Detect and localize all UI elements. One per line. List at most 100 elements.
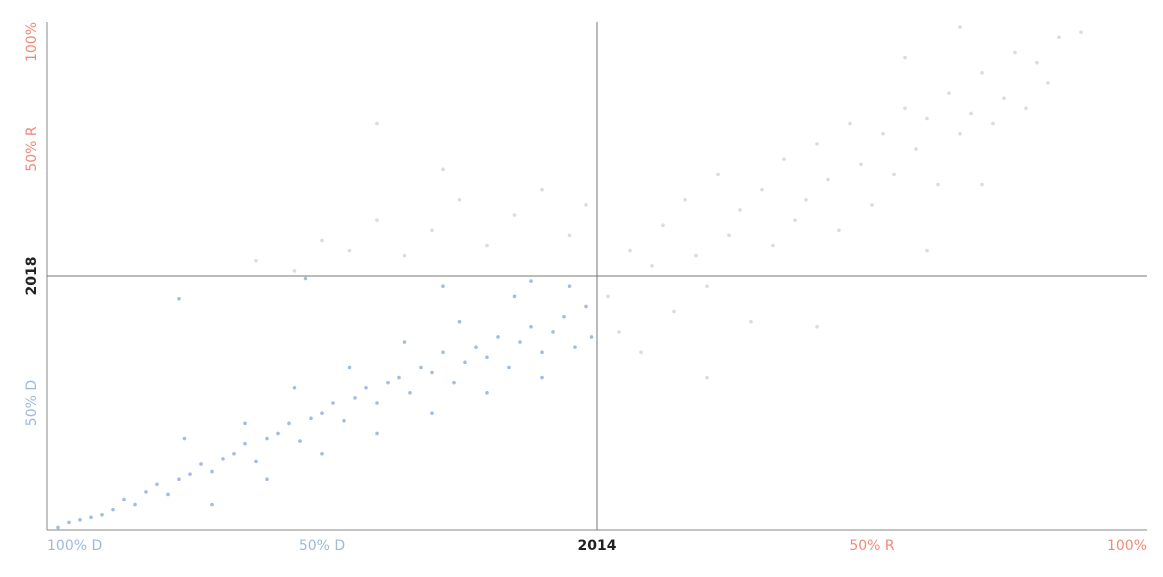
point: [67, 520, 71, 525]
point: [567, 233, 572, 238]
point: [402, 340, 407, 344]
point: [100, 512, 104, 517]
point: [512, 213, 517, 217]
point: [947, 91, 951, 95]
point: [540, 350, 544, 355]
point: [639, 350, 643, 355]
point: [848, 121, 852, 126]
point: [892, 172, 896, 177]
point: [397, 375, 401, 380]
point: [243, 421, 247, 426]
point: [837, 228, 841, 233]
y-tick-label: 100%: [24, 22, 40, 62]
point: [650, 264, 654, 268]
point: [210, 469, 214, 474]
point: [375, 218, 379, 222]
point: [749, 319, 753, 324]
point: [430, 228, 434, 233]
point: [573, 345, 577, 349]
point: [589, 335, 594, 339]
point: [760, 187, 764, 192]
point: [936, 182, 940, 187]
point: [485, 243, 489, 248]
point: [144, 490, 148, 494]
point: [540, 375, 544, 380]
point: [716, 172, 720, 177]
point: [353, 396, 357, 400]
point: [375, 121, 379, 126]
point: [265, 436, 269, 441]
point: [292, 269, 297, 273]
point: [507, 365, 511, 370]
point: [166, 492, 170, 497]
point: [78, 518, 82, 522]
point: [402, 253, 407, 258]
point: [980, 71, 984, 75]
point: [419, 365, 423, 370]
point: [738, 208, 742, 212]
point: [1046, 81, 1050, 85]
point: [771, 243, 775, 248]
point: [364, 385, 368, 390]
point: [89, 515, 93, 520]
point: [441, 167, 445, 172]
point: [793, 218, 797, 222]
point: [826, 177, 830, 182]
point: [1035, 60, 1039, 65]
y-tick-label: 50% R: [24, 126, 40, 172]
point: [408, 391, 412, 395]
point: [347, 365, 352, 370]
x-tick-label: 50% R: [849, 538, 895, 554]
point: [375, 431, 379, 436]
point: [1057, 35, 1061, 40]
point: [815, 142, 819, 146]
point: [661, 223, 665, 227]
point: [182, 436, 187, 441]
point: [122, 497, 126, 502]
point: [991, 121, 995, 126]
point: [804, 198, 808, 202]
point: [672, 309, 676, 314]
point: [694, 253, 698, 258]
point: [210, 502, 214, 507]
point: [452, 380, 456, 385]
point: [562, 314, 566, 319]
point: [133, 502, 137, 507]
point: [430, 370, 434, 375]
point: [584, 304, 588, 309]
point: [287, 421, 291, 426]
point: [815, 325, 819, 329]
point: [320, 411, 324, 415]
point: [903, 55, 907, 60]
point: [969, 111, 973, 116]
point: [870, 203, 874, 207]
point: [881, 131, 885, 136]
point: [188, 472, 192, 476]
point: [254, 258, 258, 263]
point: [441, 350, 445, 355]
point: [331, 401, 335, 405]
point: [683, 198, 687, 202]
point: [342, 418, 346, 423]
point: [430, 411, 434, 415]
point: [496, 335, 500, 339]
point: [925, 116, 929, 121]
point: [958, 131, 962, 136]
point: [925, 248, 929, 253]
point: [1079, 30, 1083, 34]
point: [782, 157, 786, 161]
point: [457, 319, 462, 324]
point: [485, 355, 489, 360]
point: [903, 106, 907, 111]
y-tick-label: 2018: [24, 257, 40, 296]
y-tick-label: 50% D: [24, 380, 40, 426]
point: [1002, 96, 1006, 100]
x-tick-label: 100%: [1107, 538, 1147, 554]
point: [540, 187, 544, 192]
point: [320, 452, 324, 456]
point: [199, 462, 203, 466]
point: [474, 345, 478, 349]
point: [457, 198, 462, 202]
point: [518, 340, 522, 344]
